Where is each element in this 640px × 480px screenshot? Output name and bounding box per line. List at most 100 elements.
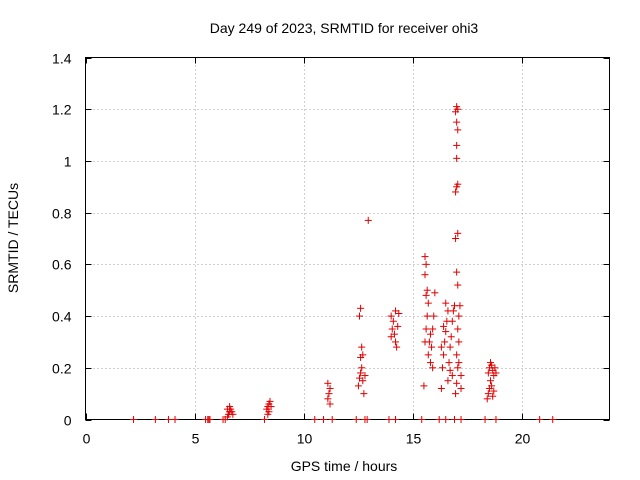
y-tick-label: 0.8 [52,206,72,222]
y-tick-label: 1.4 [52,51,72,67]
data-point [359,377,367,385]
data-point [205,416,213,423]
data-point [421,271,429,279]
data-point [361,372,369,380]
data-point [357,304,365,312]
chart-title: Day 249 of 2023, SRMTID for receiver ohi… [210,20,479,36]
data-point [311,416,319,423]
grid [85,57,610,420]
data-point [454,180,462,188]
data-point [354,382,362,390]
data-point [418,416,426,423]
data-point [426,330,434,338]
x-tick-label: 15 [406,431,422,447]
plot-frame [85,57,610,420]
data-point [264,410,272,418]
y-tick-label: 0.6 [52,257,72,273]
data-point [549,416,557,423]
y-tick-label: 0.2 [52,361,72,377]
data-point [164,416,172,423]
data-point [452,188,460,196]
data-point [444,377,452,385]
data-point [223,405,231,413]
data-point [328,416,336,423]
data-point [453,351,461,359]
data-point [392,416,400,423]
data-point [387,312,395,320]
data-points [130,103,557,423]
data-point [445,359,453,367]
data-point [326,384,334,392]
data-point [423,286,431,294]
data-point [536,416,544,423]
data-point [488,382,496,390]
data-point [357,369,365,377]
data-point [435,416,443,423]
data-point [455,338,463,346]
data-point [425,338,433,346]
data-point [453,154,461,162]
data-point [319,416,327,423]
data-point [492,416,500,423]
data-point [491,364,499,372]
data-point [229,410,237,418]
data-point [490,387,498,395]
data-point [481,416,489,423]
data-point [453,103,461,111]
data-point [431,289,439,297]
data-point [442,416,450,423]
data-point [457,372,465,380]
y-tick-label: 1 [64,154,72,170]
data-point [454,126,462,134]
data-point [267,403,275,411]
data-point [454,229,462,237]
data-point [437,343,445,351]
data-point [358,343,366,351]
data-point [421,253,429,261]
data-point [440,351,448,359]
data-point [324,395,332,403]
data-point [363,416,371,423]
data-point [324,379,332,387]
y-tick-label: 0.4 [52,309,72,325]
data-point [484,369,492,377]
x-axis-label: GPS time / hours [291,458,398,474]
data-point [446,343,454,351]
data-point [437,384,445,392]
data-point [326,400,334,408]
data-point [492,369,500,377]
x-tick-label: 0 [83,431,91,447]
data-point [422,325,430,333]
data-point [448,372,456,380]
data-point [325,390,333,398]
data-point [457,384,465,392]
data-point [453,141,461,149]
data-point [487,377,495,385]
data-point [352,416,360,423]
data-point [442,328,450,336]
data-point [442,299,450,307]
data-point [151,416,159,423]
x-tick-label: 10 [297,431,313,447]
data-point [455,359,463,367]
data-point [420,382,428,390]
data-point [422,260,430,268]
data-point [441,338,449,346]
data-point [453,268,461,276]
data-point [392,338,400,346]
data-point [422,291,430,299]
data-point [130,416,138,423]
data-point [360,390,368,398]
data-point [429,325,437,333]
data-point [448,317,456,325]
data-point [364,216,372,224]
data-point [452,390,460,398]
data-point [390,330,398,338]
data-point [171,416,179,423]
data-point [393,343,401,351]
x-tick-label: 5 [192,431,200,447]
data-point [453,118,461,126]
data-point [454,364,462,372]
data-point [261,416,269,423]
